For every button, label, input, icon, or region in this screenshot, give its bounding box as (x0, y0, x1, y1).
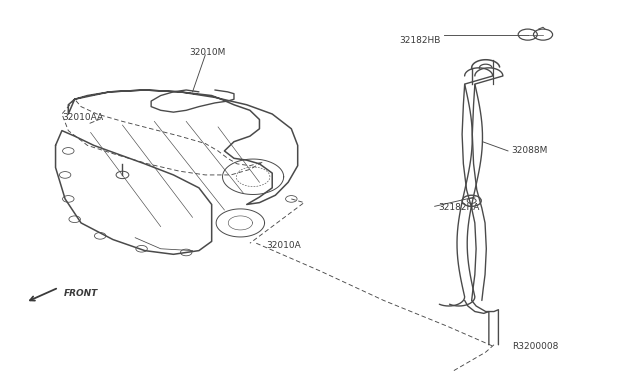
Text: 32010A: 32010A (266, 241, 301, 250)
Text: FRONT: FRONT (64, 289, 98, 298)
Text: 32182HA: 32182HA (438, 203, 479, 212)
Text: 32010AA: 32010AA (62, 113, 103, 122)
Text: 32182HB: 32182HB (399, 36, 441, 45)
Text: R3200008: R3200008 (513, 342, 559, 351)
Text: 32088M: 32088M (511, 146, 548, 155)
Text: 32010M: 32010M (189, 48, 226, 57)
